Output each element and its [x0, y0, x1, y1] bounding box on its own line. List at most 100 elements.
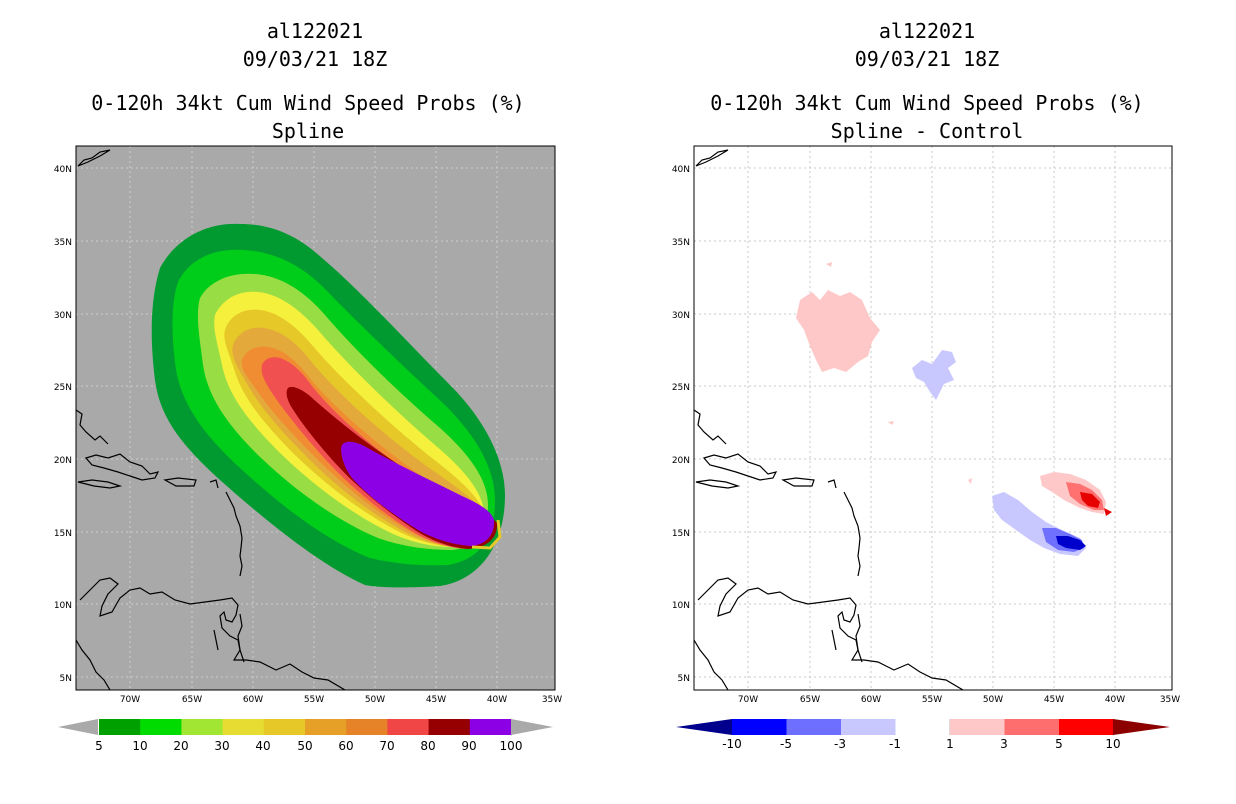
left-colorbar-low-arrow	[58, 719, 98, 735]
right-map-background	[694, 146, 1172, 690]
right-lon-axis: 70W 65W 60W 55W 50W 45W 40W 35W	[738, 695, 1180, 705]
positive-diff-patch-north	[796, 290, 880, 372]
colorbar-cell	[346, 719, 388, 735]
right-map-frame	[693, 145, 1173, 691]
lat-label: 35N	[672, 238, 690, 248]
colorbar-divider	[949, 719, 950, 735]
left-coastlines	[76, 149, 346, 690]
lat-label: 15N	[54, 529, 72, 539]
right-grid	[694, 146, 1172, 690]
colorbar-cell	[469, 719, 512, 735]
cbar-label: 50	[297, 739, 312, 753]
cbar-label: 60	[338, 739, 353, 753]
positive-diff-tail	[1104, 508, 1112, 516]
lat-label: 10N	[672, 601, 690, 611]
lat-label: 10N	[54, 601, 72, 611]
lon-label: 50W	[365, 695, 385, 705]
left-title: 0-120h 34kt Cum Wind Speed Probs (%)	[91, 91, 524, 115]
cbar-label: 5	[95, 739, 103, 753]
right-storm-id: al122021	[879, 19, 975, 43]
colorbar-cell	[732, 719, 787, 735]
lon-label: 65W	[800, 695, 820, 705]
positive-diff-speck	[888, 421, 894, 425]
lat-label: 30N	[672, 311, 690, 321]
right-colorbar-high-arrow	[1113, 719, 1170, 735]
colorbar-cell	[1059, 719, 1114, 735]
right-colorbar-low-arrow	[676, 719, 732, 735]
right-title: 0-120h 34kt Cum Wind Speed Probs (%)	[710, 91, 1143, 115]
lat-label: 25N	[672, 383, 690, 393]
swath-90-edge	[471, 519, 502, 550]
positive-diff-strong	[1080, 492, 1100, 508]
cbar-label: 5	[1055, 737, 1063, 751]
lon-label: 55W	[304, 695, 324, 705]
lon-label: 35W	[542, 695, 562, 705]
swath-90-percent	[341, 441, 495, 546]
lon-label: 60W	[243, 695, 263, 705]
cbar-label: 80	[420, 739, 435, 753]
lon-label: 40W	[487, 695, 507, 705]
colorbar-cell	[1004, 719, 1060, 735]
lon-label: 35W	[1160, 695, 1180, 705]
left-lat-axis: 5N 10N 15N 20N 25N 30N 35N 40N	[54, 165, 72, 684]
negative-diff-patch-north	[912, 350, 956, 400]
cbar-label: 10	[1105, 737, 1120, 751]
colorbar-cell	[140, 719, 182, 735]
left-colorbar-high-arrow	[511, 719, 553, 735]
lat-label: 5N	[60, 674, 72, 684]
right-panel: al122021 09/03/21 18Z 0-120h 34kt Cum Wi…	[672, 19, 1180, 751]
lon-label: 65W	[182, 695, 202, 705]
right-coastlines	[694, 149, 964, 690]
right-colorbar-cells	[732, 719, 1114, 735]
colorbar-cell	[99, 719, 141, 735]
colorbar-cell	[387, 719, 430, 735]
colorbar-cell	[895, 719, 951, 735]
cbar-label: -5	[780, 737, 792, 751]
lon-label: 70W	[120, 695, 140, 705]
left-colorbar-cells	[99, 719, 512, 735]
right-lat-axis: 5N 10N 15N 20N 25N 30N 35N 40N	[672, 165, 690, 684]
lat-label: 15N	[672, 529, 690, 539]
positive-diff-speck	[826, 262, 832, 267]
lon-label: 40W	[1105, 695, 1125, 705]
right-datetime: 09/03/21 18Z	[855, 47, 1000, 71]
cbar-label: 30	[214, 739, 229, 753]
cbar-label: 40	[255, 739, 270, 753]
cbar-label: 1	[946, 737, 954, 751]
lon-label: 55W	[922, 695, 942, 705]
cbar-label: 90	[461, 739, 476, 753]
left-colorbar: 5 10 20 30 40 50 60 70 80 90 100	[58, 719, 553, 753]
left-map-area	[76, 146, 555, 690]
right-map-area	[694, 146, 1172, 690]
positive-diff-speck	[968, 478, 972, 484]
cbar-label: -3	[834, 737, 846, 751]
lon-label: 60W	[861, 695, 881, 705]
lon-label: 45W	[1044, 695, 1064, 705]
negative-diff-strong	[1056, 536, 1086, 550]
colorbar-cell	[181, 719, 224, 735]
left-storm-id: al122021	[267, 19, 363, 43]
left-subtitle: Spline	[272, 119, 344, 143]
colorbar-cell	[305, 719, 347, 735]
lon-label: 50W	[983, 695, 1003, 705]
colorbar-cell	[428, 719, 471, 735]
left-datetime: 09/03/21 18Z	[243, 47, 388, 71]
colorbar-cell	[841, 719, 896, 735]
colorbar-cell	[222, 719, 265, 735]
cbar-label: 3	[1000, 737, 1008, 751]
lat-label: 5N	[678, 674, 690, 684]
left-map-frame	[75, 145, 556, 691]
cbar-label: 70	[379, 739, 394, 753]
lat-label: 25N	[54, 383, 72, 393]
cbar-label: 10	[132, 739, 147, 753]
right-subtitle: Spline - Control	[831, 119, 1024, 143]
cbar-label: -1	[889, 737, 901, 751]
lon-label: 70W	[738, 695, 758, 705]
lat-label: 20N	[672, 456, 690, 466]
lat-label: 30N	[54, 311, 72, 321]
lat-label: 40N	[54, 165, 72, 175]
left-lon-axis: 70W 65W 60W 55W 50W 45W 40W 35W	[120, 695, 562, 705]
lat-label: 40N	[672, 165, 690, 175]
colorbar-cell	[786, 719, 842, 735]
